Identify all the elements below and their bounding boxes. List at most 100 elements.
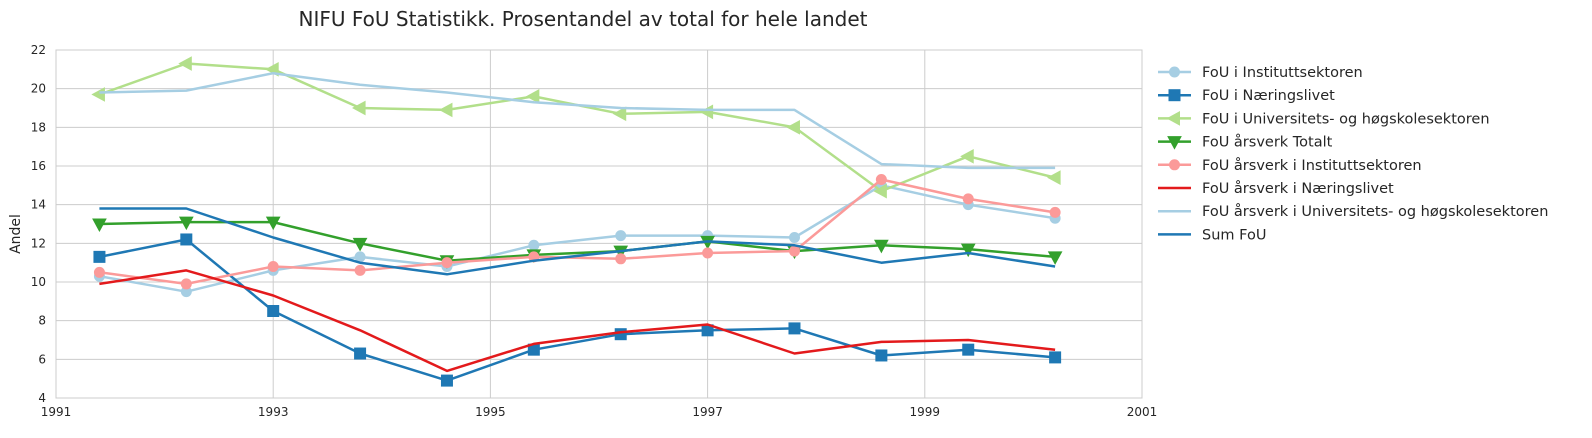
data-point [615, 253, 627, 265]
legend-marker [1166, 111, 1180, 126]
data-point [92, 218, 107, 233]
data-point [612, 106, 627, 122]
data-point [1047, 170, 1061, 185]
legend-item: FoU i Instituttsektoren [1158, 65, 1363, 81]
data-point [788, 245, 800, 257]
data-point [178, 216, 194, 231]
legend-item: FoU årsverk i Næringslivet [1158, 180, 1394, 197]
y-tick-label: 18 [31, 120, 46, 134]
x-tick-label: 2001 [1127, 405, 1158, 419]
grid-lines [55, 49, 1143, 399]
legend-item: FoU i Næringslivet [1158, 88, 1335, 104]
data-point [354, 251, 366, 263]
legend-marker [1168, 89, 1181, 102]
data-point [93, 250, 106, 263]
data-point [702, 247, 714, 259]
x-axis-ticks: 1991 1993 1995 1997 1999 2001 [41, 405, 1158, 419]
data-point [1047, 251, 1063, 265]
data-point [875, 349, 888, 362]
data-point [962, 193, 974, 205]
series-8 [99, 207, 1056, 276]
data-point [788, 322, 801, 335]
series-1 [93, 179, 1061, 298]
data-point [960, 243, 976, 258]
legend-marker [1169, 159, 1180, 171]
data-point [354, 347, 367, 360]
data-point [1049, 206, 1061, 218]
data-point [440, 374, 453, 387]
series-line [99, 71, 1056, 170]
data-point [874, 239, 889, 254]
y-tick-label: 20 [31, 82, 46, 96]
plot-area-frame [55, 49, 1143, 399]
series-7 [99, 71, 1056, 170]
series-line [99, 184, 1056, 293]
data-point [614, 328, 627, 341]
data-point [352, 237, 368, 252]
data-point [438, 102, 453, 118]
data-point [267, 305, 280, 317]
y-tick-label: 10 [31, 275, 46, 289]
data-point [265, 216, 281, 231]
x-tick-label: 1993 [258, 405, 289, 419]
y-tick-label: 8 [38, 314, 46, 328]
y-tick-label: 16 [31, 159, 46, 173]
y-tick-label: 4 [38, 391, 46, 405]
x-tick-label: 1991 [41, 405, 72, 419]
data-point [180, 278, 192, 290]
legend-label: FoU i Næringslivet [1202, 88, 1335, 104]
x-tick-label: 1995 [475, 405, 506, 419]
data-point [615, 230, 627, 242]
legend-item: FoU årsverk i Instituttsektoren [1158, 157, 1422, 174]
y-tick-label: 12 [31, 236, 46, 250]
data-point [962, 343, 975, 356]
data-point [525, 89, 540, 104]
data-point [354, 264, 366, 276]
legend-item: Sum FoU [1158, 227, 1266, 243]
y-axis-ticks: 4 6 8 10 12 14 16 18 20 22 [31, 43, 46, 405]
y-axis-label: Andel [8, 214, 24, 254]
y-tick-label: 14 [31, 198, 46, 212]
data-point [699, 104, 714, 120]
data-point [93, 266, 105, 278]
legend-label: FoU i Universitets- og høgskolesektoren [1202, 111, 1490, 127]
x-tick-label: 1997 [692, 405, 723, 419]
data-point [180, 233, 193, 246]
data-point [788, 232, 800, 244]
series-line [99, 178, 1056, 286]
legend-label: FoU årsverk Totalt [1202, 134, 1333, 151]
legend: FoU i Instituttsektoren FoU i Næringslive… [1158, 65, 1548, 243]
legend-item: FoU årsverk Totalt [1158, 134, 1333, 151]
data-point [786, 119, 800, 135]
series-layer [91, 56, 1063, 387]
legend-marker [1169, 66, 1180, 78]
data-point [1049, 351, 1062, 364]
series-line [99, 238, 1056, 382]
legend-marker [1167, 136, 1182, 150]
legend-label: FoU årsverk i Instituttsektoren [1202, 157, 1422, 174]
data-point [91, 87, 105, 102]
data-point [875, 174, 887, 186]
series-5 [93, 174, 1061, 290]
series-line [99, 220, 1056, 262]
series-2 [93, 233, 1062, 387]
series-6 [99, 269, 1056, 373]
data-point [873, 183, 887, 199]
data-point [267, 261, 279, 273]
data-point [352, 100, 366, 116]
data-point [178, 56, 192, 71]
legend-item: FoU årsverk i Universitets- og høgskoles… [1158, 203, 1548, 220]
legend-label: FoU årsverk i Universitets- og høgskoles… [1202, 203, 1548, 220]
chart-title: NIFU FoU Statistikk. Prosentandel av tot… [298, 7, 867, 31]
legend-label: FoU årsverk i Næringslivet [1202, 180, 1394, 197]
y-tick-label: 6 [38, 352, 46, 366]
legend-label: FoU i Instituttsektoren [1202, 65, 1363, 81]
x-tick-label: 1999 [910, 405, 941, 419]
data-point [441, 257, 453, 269]
legend-item: FoU i Universitets- og høgskolesektoren [1158, 111, 1490, 127]
y-tick-label: 22 [31, 43, 46, 57]
series-line [99, 269, 1056, 373]
data-point [528, 239, 540, 251]
